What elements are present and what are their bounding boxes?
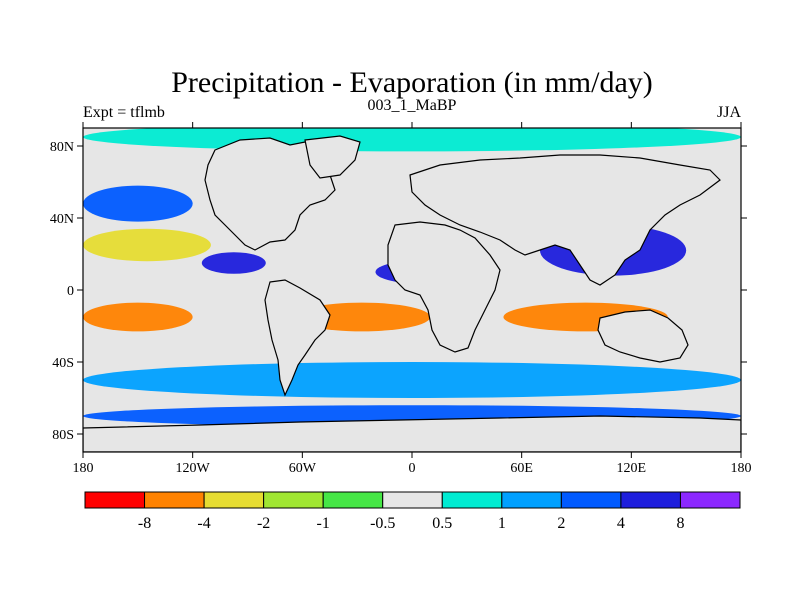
season-label: JJA (717, 104, 741, 121)
colorbar-swatch-5 (382, 491, 443, 509)
colorbar-swatch-8 (560, 491, 622, 509)
field-band-6 (83, 302, 193, 332)
antarctica-outline (83, 415, 741, 452)
lat-tick-label: 40N (50, 212, 74, 227)
lon-tick-label: 120E (617, 461, 647, 476)
field-band-1 (83, 185, 193, 222)
colorbar-label: -2 (257, 515, 270, 532)
field-band-3 (201, 252, 266, 274)
eurasia-outline (409, 154, 721, 286)
south-america-outline (264, 279, 331, 397)
lat-tick-label: 80N (50, 140, 74, 155)
colorbar-label: -8 (138, 515, 151, 532)
longitude-axis: 180 120W 60W 0 60E 120E 180 (73, 122, 752, 476)
experiment-label: Expt = tflmb (83, 104, 165, 121)
map-field (83, 128, 741, 452)
latitude-axis: 80N 40N 0 40S 80S (50, 140, 747, 443)
lat-tick-label: 0 (67, 284, 74, 299)
africa-outline (387, 221, 501, 353)
lon-tick-label: 60W (289, 461, 317, 476)
colorbar-label: 4 (617, 515, 625, 532)
north-america-outline (204, 137, 336, 251)
colorbar-label: 0.5 (432, 515, 452, 532)
colorbar-swatch-1 (144, 491, 205, 509)
run-label: 003_1_MaBP (368, 97, 457, 114)
lat-tick-label: 40S (52, 356, 74, 371)
field-band-2 (83, 228, 211, 262)
lon-tick-label: 180 (731, 461, 752, 476)
lon-tick-label: 0 (409, 461, 416, 476)
colorbar-label: -0.5 (370, 515, 395, 532)
colorbar-swatch-10 (679, 491, 741, 509)
colorbar-swatch-6 (441, 491, 503, 509)
colorbar-swatch-0 (84, 491, 146, 509)
colorbar-label: 2 (557, 515, 565, 532)
lat-tick-label: 80S (52, 428, 74, 443)
colorbar-label: 8 (676, 515, 684, 532)
field-band-9 (83, 362, 741, 398)
map-title: Precipitation - Evaporation (in mm/day) (171, 66, 653, 99)
colorbar-label: 1 (498, 515, 506, 532)
colorbar-swatch-3 (263, 491, 324, 509)
lon-tick-label: 60E (510, 461, 533, 476)
colorbar: -8 -4 -2 -1 -0.5 0.5 1 2 4 8 (84, 491, 741, 532)
lon-tick-label: 120W (176, 461, 211, 476)
greenland-outline (304, 135, 361, 179)
colorbar-swatch-2 (203, 491, 265, 509)
australia-outline (597, 309, 689, 363)
colorbar-swatch-9 (620, 491, 681, 509)
colorbar-label: -4 (197, 515, 210, 532)
colorbar-swatch-7 (501, 491, 562, 509)
colorbar-label: -1 (317, 515, 330, 532)
lon-tick-label: 180 (73, 461, 94, 476)
land-layer (83, 135, 741, 452)
colorbar-swatch-4 (322, 491, 384, 509)
